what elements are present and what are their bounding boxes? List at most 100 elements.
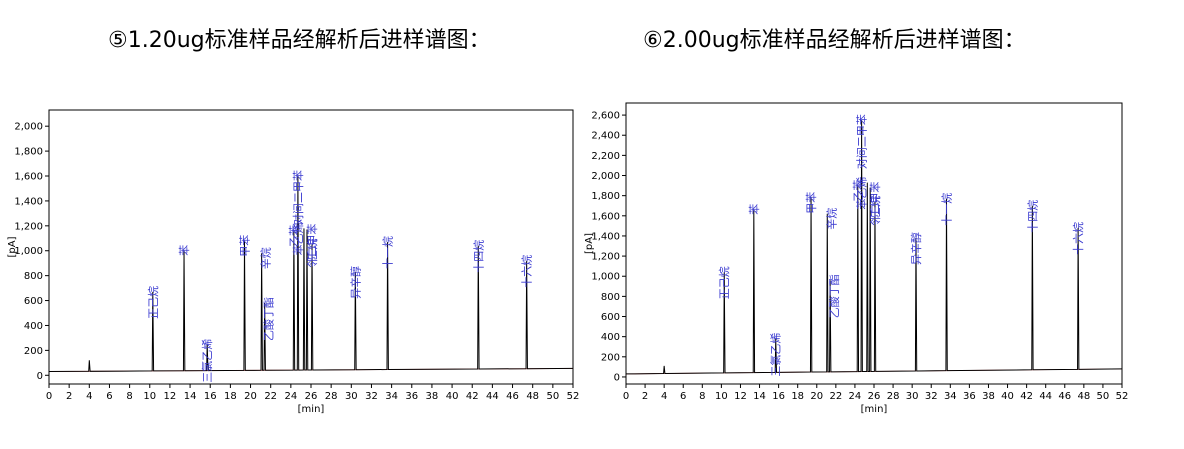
x-tick-label: 18 — [224, 391, 237, 402]
chromatogram-trace — [625, 120, 1123, 375]
y-tick-label: 0 — [37, 371, 43, 382]
peak-label: 对间二甲苯 — [291, 170, 305, 225]
peak-label: 辛烷 — [259, 247, 273, 269]
x-tick-label: 10 — [143, 391, 156, 402]
peak-label: 邻二甲苯 — [305, 224, 319, 268]
x-tick-label: 36 — [963, 391, 976, 402]
x-tick-label: 0 — [46, 391, 52, 402]
peak-label: 异辛醇 — [909, 232, 923, 265]
x-tick-label: 14 — [184, 391, 197, 402]
x-tick-label: 24 — [849, 391, 862, 402]
x-tick-label: 24 — [284, 391, 297, 402]
y-tick-label: 1,600 — [591, 211, 620, 222]
x-tick-label: 12 — [734, 391, 747, 402]
peak-label: 十一烷 — [381, 236, 395, 269]
peak-label: 三氯乙烯 — [769, 333, 783, 377]
x-tick-label: 40 — [446, 391, 459, 402]
x-tick-label: 26 — [305, 391, 318, 402]
x-axis-label: [min] — [861, 404, 888, 415]
x-tick-label: 6 — [106, 391, 112, 402]
x-tick-label: 50 — [1097, 391, 1110, 402]
peak-label: 壬烷 — [305, 239, 319, 261]
x-tick-label: 2 — [66, 391, 72, 402]
y-tick-label: 800 — [24, 271, 43, 282]
x-tick-label: 36 — [405, 391, 418, 402]
x-tick-label: 22 — [829, 391, 842, 402]
x-tick-label: 16 — [204, 391, 217, 402]
peak-label: 甲苯 — [804, 192, 818, 214]
chart-title-5: ⑤1.20ug标准样品经解析后进样谱图： — [108, 28, 491, 53]
x-tick-label: 34 — [385, 391, 398, 402]
x-tick-label: 46 — [506, 391, 519, 402]
peak-label: 甲苯 — [237, 235, 251, 257]
x-tick-label: 26 — [868, 391, 881, 402]
x-axis-label: [min] — [298, 404, 325, 415]
x-tick-label: 8 — [126, 391, 132, 402]
y-tick-label: 1,800 — [591, 191, 620, 202]
x-tick-label: 42 — [1020, 391, 1033, 402]
x-tick-label: 22 — [264, 391, 277, 402]
y-tick-label: 1,200 — [14, 221, 43, 232]
y-tick-label: 200 — [601, 352, 620, 363]
peak-label: 十一烷 — [939, 193, 953, 226]
peak-label: 乙酸丁酯 — [827, 274, 841, 318]
x-tick-label: 0 — [623, 391, 629, 402]
peak-label: 壬烷 — [868, 196, 882, 218]
x-tick-label: 4 — [86, 391, 92, 402]
chromatogram-trace — [48, 176, 574, 373]
y-tick-label: 1,000 — [591, 272, 620, 283]
y-axis-label: [pA] — [7, 236, 18, 257]
peak-label: 苯乙烯 — [291, 222, 305, 255]
y-tick-label: 1,600 — [14, 172, 43, 183]
y-tick-label: 600 — [601, 312, 620, 323]
y-tick-label: 2,600 — [591, 111, 620, 122]
peak-label: 三氯乙烯 — [200, 339, 214, 383]
y-tick-label: 400 — [601, 332, 620, 343]
y-tick-label: 1,000 — [14, 246, 43, 257]
x-tick-label: 32 — [925, 391, 938, 402]
x-tick-label: 46 — [1058, 391, 1071, 402]
x-tick-label: 52 — [567, 391, 580, 402]
y-tick-label: 200 — [24, 346, 43, 357]
chart-title-6: ⑥2.00ug标准样品经解析后进样谱图： — [643, 28, 1026, 53]
y-tick-label: 600 — [24, 296, 43, 307]
x-tick-label: 48 — [526, 391, 539, 402]
y-tick-label: 1,800 — [14, 147, 43, 158]
x-tick-label: 32 — [365, 391, 378, 402]
x-tick-label: 30 — [906, 391, 919, 402]
peak-label: 邻二甲苯 — [868, 182, 882, 226]
peak-label: 苯 — [747, 204, 761, 215]
x-tick-label: 20 — [810, 391, 823, 402]
peak-label: 十六烷 — [1071, 222, 1085, 255]
x-tick-label: 10 — [715, 391, 728, 402]
y-tick-label: 1,400 — [14, 196, 43, 207]
x-tick-label: 18 — [791, 391, 804, 402]
x-tick-label: 34 — [944, 391, 957, 402]
peak-label: 异辛醇 — [348, 266, 362, 299]
x-tick-label: 14 — [753, 391, 766, 402]
peak-label: 十四烷 — [471, 240, 485, 273]
x-tick-label: 30 — [345, 391, 358, 402]
peak-label: 正己烷 — [717, 266, 731, 299]
peak-label: 辛烷 — [824, 208, 838, 230]
y-tick-label: 1,200 — [591, 252, 620, 263]
y-tick-label: 1,400 — [591, 231, 620, 242]
peak-label: 对间二甲苯 — [855, 114, 869, 169]
x-tick-label: 2 — [642, 391, 648, 402]
x-tick-label: 48 — [1077, 391, 1090, 402]
x-tick-label: 28 — [887, 391, 900, 402]
x-tick-label: 38 — [426, 391, 439, 402]
y-axis-label: [pA] — [584, 233, 595, 254]
peak-label: 正己烷 — [146, 286, 160, 319]
peak-label: 苯 — [177, 245, 191, 256]
y-tick-label: 2,400 — [591, 131, 620, 142]
x-tick-label: 44 — [1039, 391, 1052, 402]
peak-label: 十四烷 — [1025, 200, 1039, 233]
x-tick-label: 4 — [661, 391, 667, 402]
y-tick-label: 2,200 — [591, 151, 620, 162]
x-tick-label: 8 — [699, 391, 705, 402]
chart-1: 02004006008001,0001,2001,4001,6001,8002,… — [7, 109, 580, 415]
chart-2: 02004006008001,0001,2001,4001,6001,8002,… — [584, 102, 1128, 415]
peak-label: 十六烷 — [520, 255, 534, 288]
y-tick-label: 2,000 — [14, 122, 43, 133]
